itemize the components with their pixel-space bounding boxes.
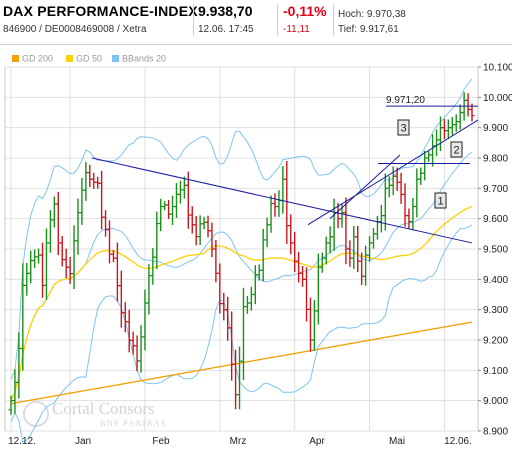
bband-lower-line [10, 224, 473, 443]
y-tick-label: 9.900 [483, 123, 508, 134]
quote-header: DAX PERFORMANCE-INDEX 846900 / DE0008469… [0, 0, 512, 40]
day-high: Hoch: 9.970,38 [338, 9, 406, 20]
annotation-marker [450, 141, 463, 158]
y-tick-label: 9.400 [483, 275, 508, 286]
y-tick-label: 9.800 [483, 154, 508, 165]
trendline-resistance [91, 157, 473, 244]
ohlc-bars [8, 92, 475, 415]
change-absolute: -11,11 [283, 24, 310, 35]
last-price: 9.938,70 [198, 3, 253, 19]
x-tick-label: 12.12. [8, 436, 36, 447]
quote-datetime: 12.06. 17:45 [198, 24, 254, 35]
bband-middle-line [10, 151, 473, 401]
x-tick-label: Mrz [230, 436, 247, 447]
header-divider [193, 4, 194, 36]
x-tick-label: Mai [389, 436, 405, 447]
y-tick-label: 8.900 [483, 427, 508, 438]
trendline-breakout [329, 154, 401, 220]
y-tick-label: 9.700 [483, 184, 508, 195]
legend-swatch-bbands [112, 55, 119, 63]
legend-swatch-gd50 [66, 55, 73, 63]
y-tick-label: 10.000 [483, 93, 512, 104]
y-tick-label: 9.300 [483, 305, 508, 316]
day-low: Tief: 9.917,61 [338, 24, 399, 35]
x-axis: 12.12. Jan Feb Mrz Apr Mai 12.06. [8, 436, 472, 447]
legend-label-gd200: GD 200 [22, 53, 54, 64]
header-divider [333, 4, 334, 36]
legend-item-gd200: GD 200 [12, 53, 53, 64]
legend-label-bbands: BBands 20 [122, 53, 167, 64]
change-percent: -0,11% [283, 3, 327, 19]
watermark-brand: Cortal Consors [52, 399, 154, 418]
watermark-sub: BNP PARIBAS [100, 419, 167, 428]
header-divider [277, 4, 278, 36]
x-tick-label: Apr [309, 436, 325, 447]
gd50-line [10, 205, 473, 401]
y-tick-label: 9.100 [483, 366, 508, 377]
indicator-lines [10, 78, 473, 443]
header-separator [0, 44, 512, 45]
watermark-logo-icon [23, 401, 49, 427]
gd200-line [10, 321, 473, 405]
trendline-support [307, 119, 479, 226]
y-axis: 10.100 10.000 9.900 9.800 9.700 9.600 9.500 9.4… [478, 63, 512, 438]
legend-item-gd50: GD 50 [66, 53, 102, 64]
level-value-label: 9.971,20 [386, 95, 425, 106]
legend-item-bbands: BBands 20 [112, 53, 166, 64]
y-tick-label: 9.000 [483, 396, 508, 407]
y-tick-label: 9.500 [483, 245, 508, 256]
annotation-label: 1 [437, 196, 443, 208]
annotation-marker [434, 192, 447, 209]
annotation-label: 3 [400, 123, 406, 135]
instrument-title: DAX PERFORMANCE-INDEX [3, 3, 198, 19]
y-tick-label: 9.600 [483, 214, 508, 225]
bband-upper-line [10, 78, 473, 380]
annotation-marker [397, 119, 410, 136]
x-tick-label: 12.06. [444, 436, 472, 447]
chart-watermark: Cortal Consors BNP PARIBAS [23, 399, 167, 428]
instrument-identifier: 846900 / DE0008469008 / Xetra [3, 24, 147, 35]
indicator-legend: GD 200 GD 50 BBands 20 [0, 53, 512, 67]
legend-swatch-gd200 [12, 55, 19, 63]
y-tick-label: 10.100 [483, 63, 512, 74]
annotation-label: 2 [453, 145, 459, 157]
drawing-tools: 9.971,20 3 2 1 [91, 95, 479, 244]
x-tick-label: Feb [152, 436, 170, 447]
x-tick-label: Jan [75, 436, 91, 447]
y-tick-label: 9.200 [483, 336, 508, 347]
legend-label-gd50: GD 50 [76, 53, 103, 64]
